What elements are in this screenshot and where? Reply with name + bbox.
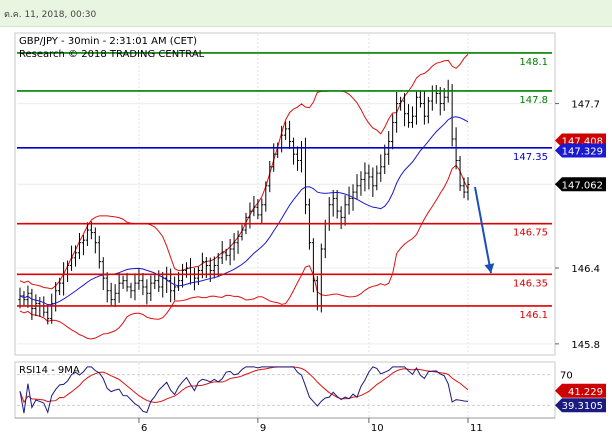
level-label: 148.1 xyxy=(519,57,548,68)
price-tag-label: 147.329 xyxy=(562,146,603,157)
rsi-line xyxy=(19,366,469,414)
x-tick-label: 11 xyxy=(470,423,483,434)
arrow-shaft xyxy=(474,186,492,274)
ma-line xyxy=(19,116,469,306)
rsi-panel xyxy=(14,361,556,419)
chart-title: GBP/JPY - 30min - 2:31:01 AM (CET) xyxy=(19,36,197,47)
x-tick-label: 10 xyxy=(371,423,384,434)
rsi-tag-box xyxy=(555,383,606,398)
price-tag-box xyxy=(555,177,606,192)
y-tick-label: 145.8 xyxy=(571,340,600,351)
moving-average xyxy=(19,116,469,306)
bollinger-upper xyxy=(19,53,469,290)
forecast-arrow xyxy=(474,186,495,274)
arrow-head xyxy=(484,263,495,274)
x-tick-label: 9 xyxy=(260,423,266,434)
x-tick-label: 6 xyxy=(141,423,147,434)
level-label: 146.35 xyxy=(513,278,548,289)
level-label: 146.75 xyxy=(513,228,548,239)
rsi-tag-label: 41.229 xyxy=(568,387,603,398)
main-panel xyxy=(14,32,556,356)
level-lines: 148.1 147.8 147.35 146.75 146.35 146.1 xyxy=(17,52,552,321)
price-tag-box xyxy=(555,143,606,158)
timestamp-bar: ต.ค. 11, 2018, 00:30 xyxy=(0,0,612,27)
y-tick-label: 146.4 xyxy=(571,264,600,275)
level-label: 146.1 xyxy=(519,310,548,321)
time-axis: 6 9 10 11 xyxy=(138,418,483,434)
rsi-tag-label: 39.3105 xyxy=(562,401,603,412)
y-tick-label: 147.7 xyxy=(571,100,600,111)
rsi-label: RSI14 - 9MA xyxy=(19,365,80,376)
price-tag-label: 147.062 xyxy=(562,180,603,191)
timestamp-text: ต.ค. 11, 2018, 00:30 xyxy=(4,10,97,20)
candle-layer xyxy=(18,79,470,325)
rsi-tag-box xyxy=(555,398,606,413)
price-tag-label: 147.408 xyxy=(562,136,603,147)
level-label: 147.35 xyxy=(513,152,548,163)
bollinger-lower xyxy=(19,164,469,340)
chart-subtitle: Research © 2018 TRADING CENTRAL xyxy=(19,49,205,60)
level-label: 147.8 xyxy=(519,95,548,106)
bollinger-bands xyxy=(19,53,469,340)
rsi-tick-label: 70 xyxy=(560,371,573,382)
rsi-ma-line xyxy=(19,366,469,404)
